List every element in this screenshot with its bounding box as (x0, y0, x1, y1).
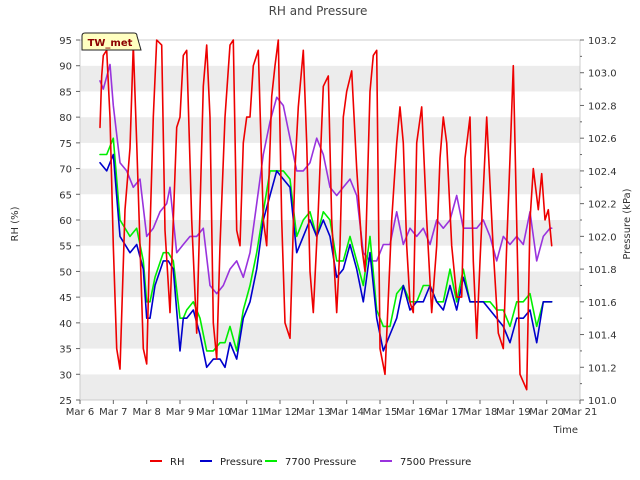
y-left-tick-label: 95 (59, 36, 72, 47)
legend: RH Pressure 7700 Pressure 7500 Pressure (150, 457, 471, 468)
legend-label: Pressure (220, 457, 263, 468)
x-tick-label: Mar 7 (99, 407, 127, 418)
chart-title: RH and Pressure (269, 4, 368, 18)
y-left-tick-label: 45 (59, 293, 72, 304)
series-layer (99, 39, 553, 391)
y-right-tick-label: 101.6 (588, 298, 617, 309)
series-line-7500-pressure (99, 63, 553, 295)
grid-band (80, 348, 580, 375)
y-left-tick-label: 65 (59, 190, 72, 201)
station-badge: TW_met (81, 32, 142, 51)
y-left-tick-label: 55 (59, 242, 72, 253)
x-tick-label: Mar 18 (463, 407, 498, 418)
x-tick-label: Mar 17 (429, 407, 464, 418)
legend-label: RH (170, 457, 184, 468)
y-left-tick-label: 50 (59, 267, 72, 278)
legend-label: 7500 Pressure (400, 457, 471, 468)
y-left-tick-label: 80 (59, 113, 72, 124)
x-tick-label: Mar 12 (263, 407, 298, 418)
grid-band (80, 374, 580, 400)
x-tick-label: Mar 21 (563, 407, 598, 418)
grid-band (80, 322, 580, 349)
y-left-axis-title: RH (%) (10, 206, 21, 241)
x-tick-label: Mar 14 (329, 407, 364, 418)
y-right-tick-label: 102.4 (588, 167, 617, 178)
x-tick-label: Mar 16 (396, 407, 431, 418)
x-tick-label: Mar 8 (132, 407, 160, 418)
legend-label: 7700 Pressure (285, 457, 356, 468)
y-right-tick-label: 101.8 (588, 265, 617, 276)
y-left-tick-label: 70 (59, 165, 72, 176)
y-right-tick-label: 102.6 (588, 134, 617, 145)
y-left-tick-label: 25 (59, 396, 72, 407)
x-tick-label: Mar 9 (166, 407, 194, 418)
x-tick-label: Mar 13 (296, 407, 331, 418)
grid-band (80, 65, 580, 92)
y-right-tick-label: 103.2 (588, 36, 617, 47)
grid-band (80, 245, 580, 272)
x-axis-title: Time (553, 425, 578, 436)
x-tick-label: Mar 19 (496, 407, 531, 418)
y-right-tick-label: 101.4 (588, 331, 617, 342)
y-left-tick-label: 40 (59, 319, 72, 330)
x-tick-label: Mar 11 (229, 407, 264, 418)
right-axis: 101.0 101.2 101.4 101.6 101.8 102.0 102.2 102.4… (580, 36, 617, 407)
grid-band (80, 271, 580, 298)
y-left-tick-label: 75 (59, 139, 72, 150)
grid-band (80, 194, 580, 220)
y-left-tick-label: 60 (59, 216, 72, 227)
x-tick-label: Mar 20 (529, 407, 564, 418)
y-right-tick-label: 101.2 (588, 363, 617, 374)
y-right-tick-label: 102.2 (588, 200, 617, 211)
y-left-tick-label: 85 (59, 87, 72, 98)
grid-band (80, 40, 580, 66)
x-tick-label: Mar 15 (363, 407, 398, 418)
y-left-tick-label: 90 (59, 62, 72, 73)
x-tick-label: Mar 10 (196, 407, 231, 418)
y-right-tick-label: 101.0 (588, 396, 617, 407)
badge-shape (81, 32, 142, 51)
x-tick-label: Mar 6 (66, 407, 94, 418)
badge-label: TW_met (88, 38, 133, 49)
y-right-tick-label: 102.0 (588, 232, 617, 243)
y-right-tick-label: 103.0 (588, 69, 617, 80)
series-line-rh (99, 39, 553, 391)
left-axis: 25 30 35 40 45 50 55 60 65 70 75 80 85 90 95 (59, 36, 80, 407)
y-left-tick-label: 30 (59, 370, 72, 381)
y-left-tick-label: 35 (59, 345, 72, 356)
y-right-tick-label: 102.8 (588, 101, 617, 112)
y-right-axis-title: Pressure (kPa) (622, 188, 633, 259)
